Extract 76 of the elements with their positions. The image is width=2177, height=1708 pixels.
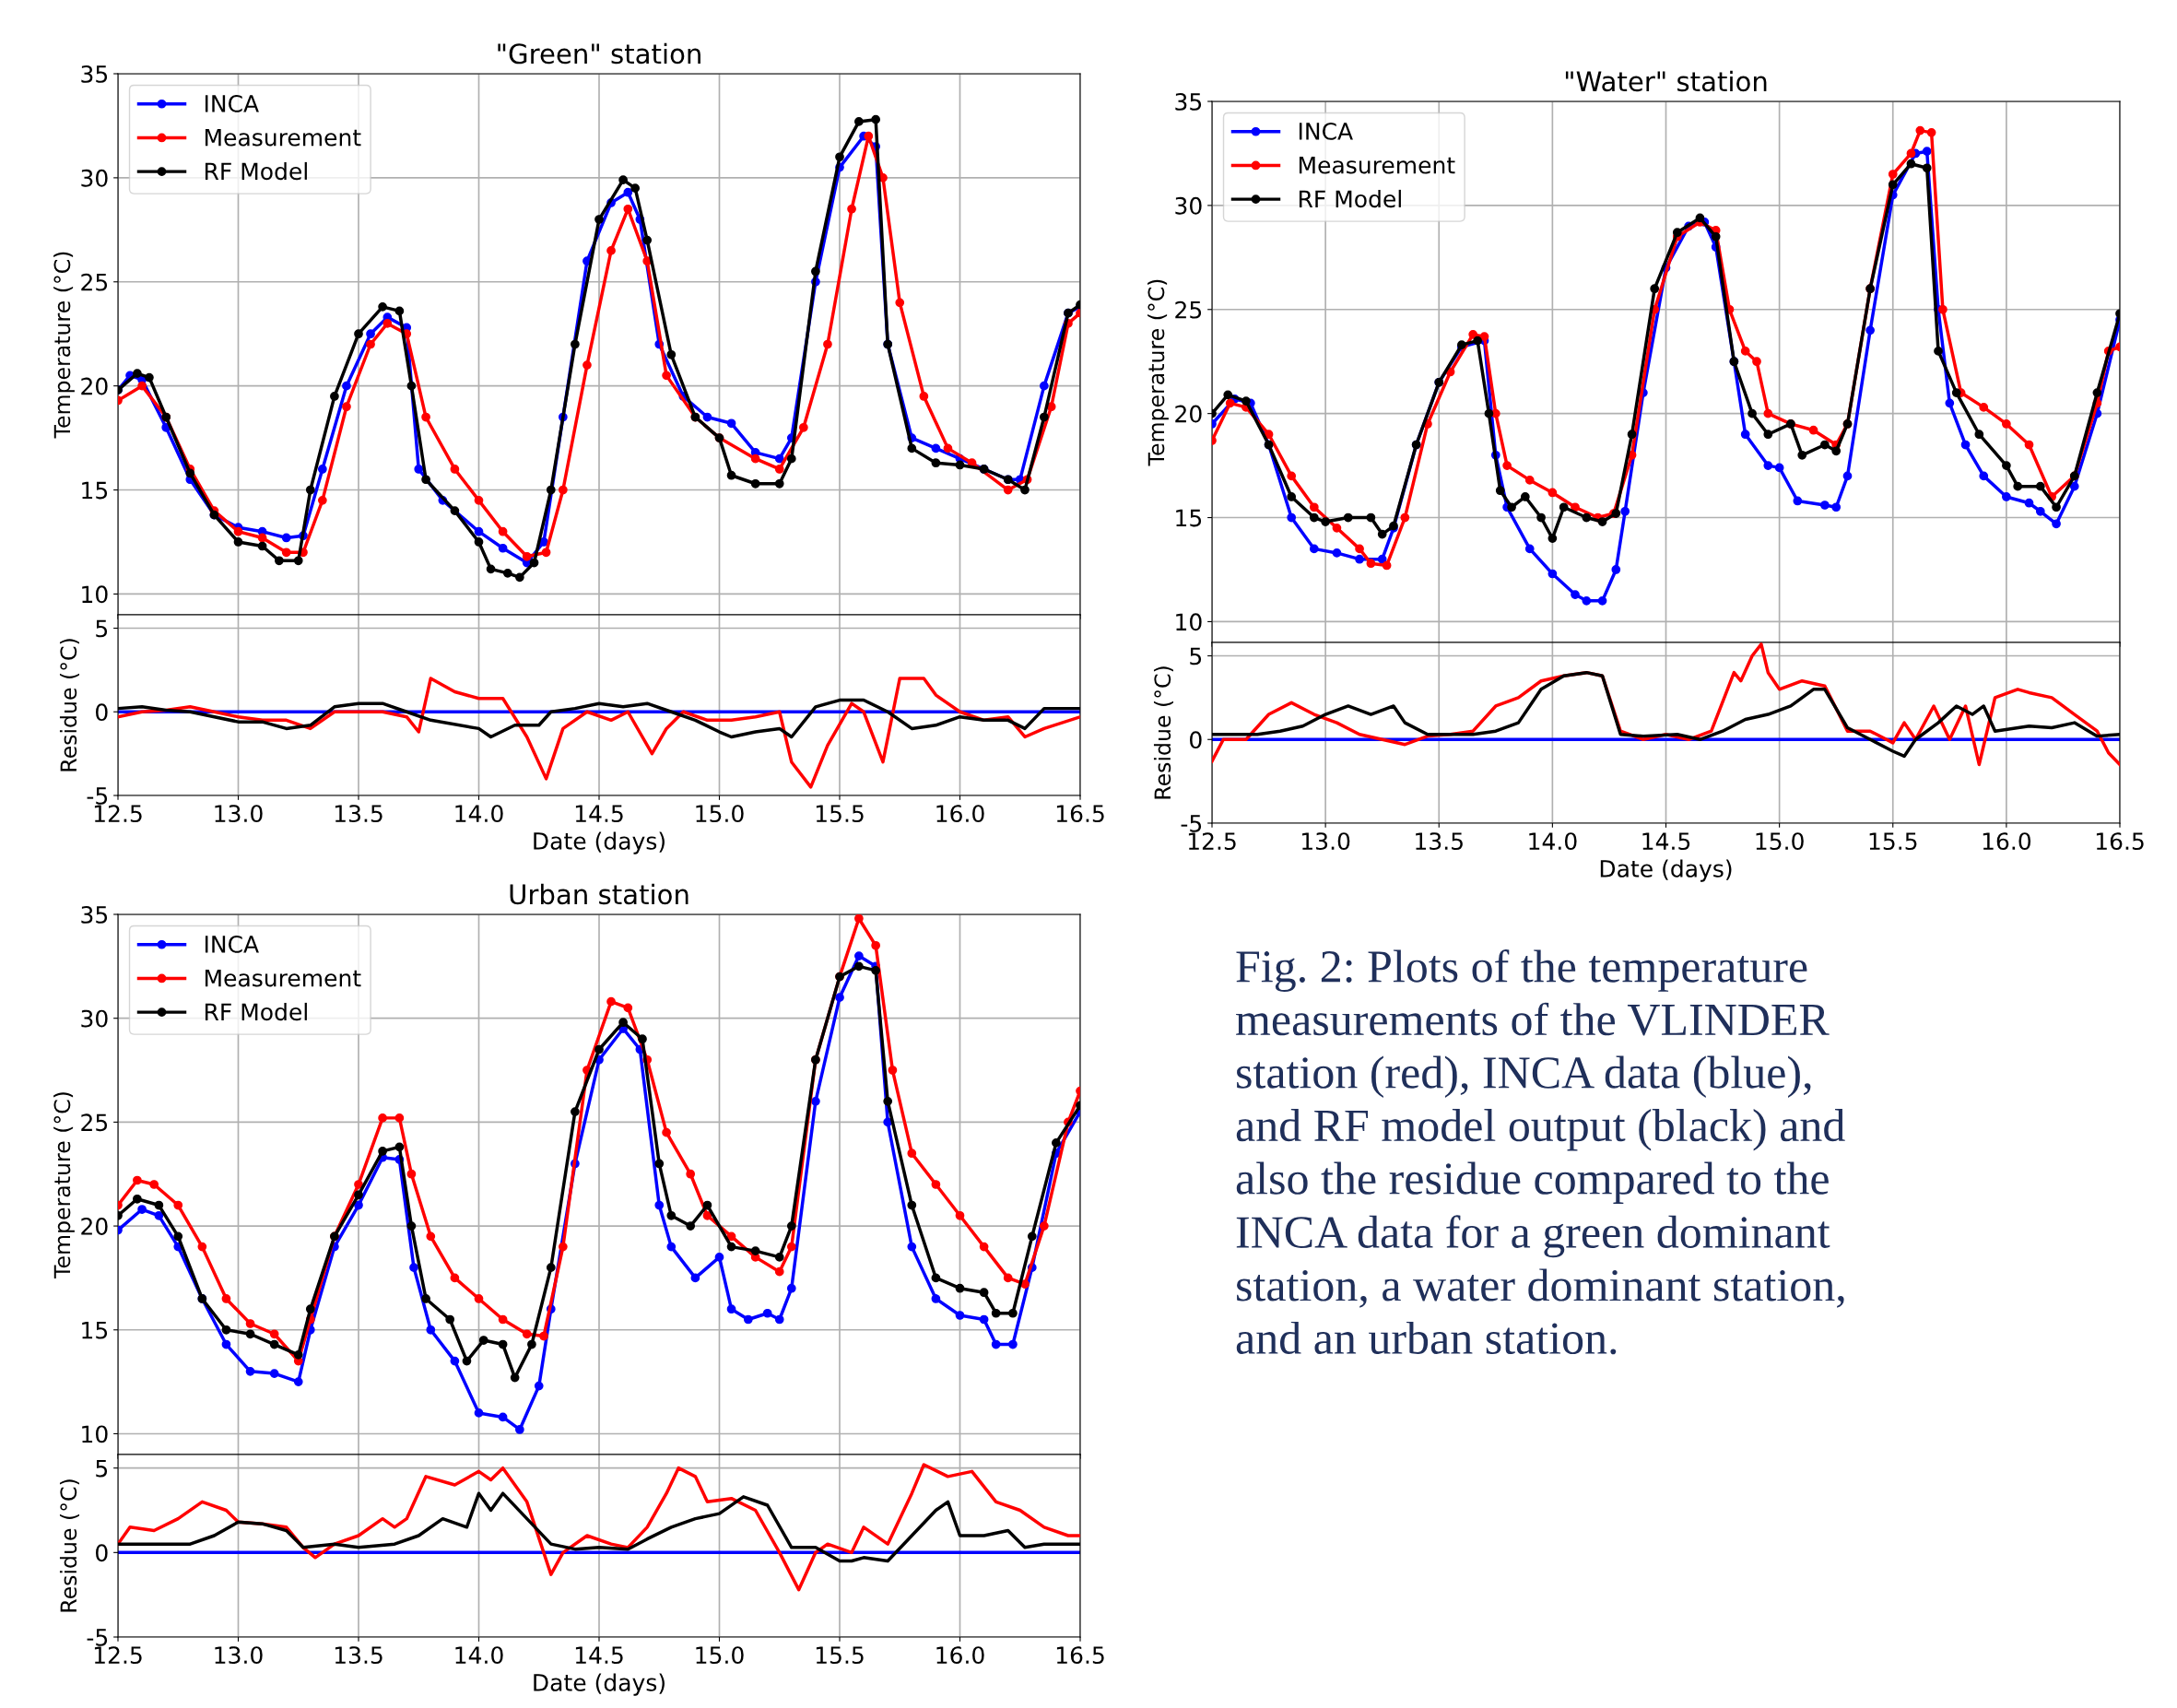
legend-label: RF Model — [1299, 189, 1401, 208]
y-tick-label: 5 — [96, 1459, 108, 1478]
x-tick-label: 15.0 — [1756, 832, 1804, 851]
y-tick-label: 20 — [1175, 405, 1202, 423]
legend-label: RF Model — [205, 1002, 307, 1021]
y-axis-title: Temperature (°C) — [53, 252, 75, 439]
chart-title: Urban station — [510, 883, 688, 905]
y-tick-label: -5 — [87, 787, 108, 805]
y-axis-title: Residue (°C) — [59, 639, 79, 772]
x-tick-label: 14.5 — [575, 805, 623, 823]
legend-label: INCA — [1299, 122, 1353, 140]
y-tick-label: 15 — [82, 481, 108, 500]
x-tick-label: 13.5 — [335, 1646, 382, 1665]
y-tick-label: 0 — [1190, 731, 1202, 749]
y-tick-label: 10 — [82, 585, 108, 604]
legend-label: RF Model — [205, 161, 307, 181]
y-tick-label: -5 — [87, 1629, 108, 1646]
legend-label: Measurement — [205, 969, 361, 987]
caption: Fig. 2: Plots of the temperature measurements of the VLINDER station (red), INCA data (blue), and RF model output (black) and also the residue compared to the INCA data for a green dominant station, a water dominant station, and an urban station. — [1236, 949, 1845, 1355]
x-tick-label: 14.5 — [575, 1646, 623, 1665]
y-tick-label: 30 — [1175, 196, 1202, 215]
y-tick-label: 25 — [1175, 300, 1202, 319]
y-tick-label: 5 — [96, 619, 108, 638]
x-tick-label: 16.5 — [1056, 1646, 1104, 1665]
x-tick-label: 13.5 — [1416, 832, 1463, 851]
x-tick-label: 16.0 — [936, 805, 984, 823]
x-tick-label: 12.5 — [94, 805, 142, 823]
x-tick-label: 14.5 — [1642, 832, 1690, 851]
legend-label: Measurement — [1299, 156, 1455, 174]
y-tick-label: 35 — [81, 65, 108, 83]
x-tick-label: 12.5 — [1188, 832, 1236, 851]
x-tick-label: 16.0 — [1983, 832, 2031, 851]
y-tick-label: 20 — [81, 1218, 108, 1235]
x-axis-title: Date (days) — [1600, 859, 1732, 882]
y-tick-label: 25 — [81, 1113, 108, 1132]
x-tick-label: 16.5 — [1056, 805, 1104, 823]
y-tick-label: 10 — [82, 1425, 108, 1443]
y-tick-label: 15 — [82, 1322, 108, 1339]
legend-label: Measurement — [205, 128, 361, 147]
x-tick-label: 15.0 — [696, 805, 744, 823]
x-tick-label: 14.0 — [455, 805, 503, 823]
y-tick-label: 10 — [1176, 613, 1202, 631]
y-tick-label: 0 — [96, 1544, 108, 1562]
y-tick-label: 0 — [96, 703, 108, 722]
y-tick-label: 25 — [81, 273, 108, 291]
x-tick-label: 14.0 — [455, 1646, 503, 1665]
y-axis-title: Temperature (°C) — [1147, 279, 1169, 466]
y-axis-title: Residue (°C) — [1153, 666, 1173, 799]
y-tick-label: 35 — [81, 905, 108, 924]
x-tick-label: 15.5 — [1869, 832, 1917, 851]
x-tick-label: 13.5 — [335, 805, 382, 823]
x-tick-label: 15.5 — [816, 805, 864, 823]
y-tick-label: 30 — [81, 1009, 108, 1028]
y-tick-label: 15 — [1176, 509, 1202, 527]
chart-title: "Water" station — [1565, 70, 1767, 92]
x-tick-label: 15.5 — [816, 1646, 864, 1665]
y-tick-label: 30 — [81, 169, 108, 187]
x-axis-title: Date (days) — [534, 831, 665, 854]
y-tick-label: 5 — [1190, 647, 1202, 666]
x-tick-label: 14.0 — [1529, 832, 1577, 851]
x-tick-label: 12.5 — [94, 1646, 142, 1665]
x-tick-label: 13.0 — [1302, 832, 1350, 851]
y-axis-title: Residue (°C) — [59, 1479, 79, 1612]
x-tick-label: 16.0 — [936, 1646, 984, 1665]
y-axis-title: Temperature (°C) — [53, 1092, 75, 1278]
x-tick-label: 16.5 — [2096, 832, 2144, 851]
y-tick-label: 35 — [1175, 92, 1202, 111]
y-tick-label: 20 — [81, 377, 108, 395]
legend-label: INCA — [205, 94, 259, 112]
x-tick-label: 13.0 — [215, 805, 263, 823]
x-axis-title: Date (days) — [534, 1673, 665, 1696]
x-tick-label: 13.0 — [215, 1646, 263, 1665]
x-tick-label: 15.0 — [696, 1646, 744, 1665]
legend-label: INCA — [205, 935, 259, 953]
chart-title: "Green" station — [498, 42, 700, 65]
y-tick-label: -5 — [1181, 815, 1202, 832]
